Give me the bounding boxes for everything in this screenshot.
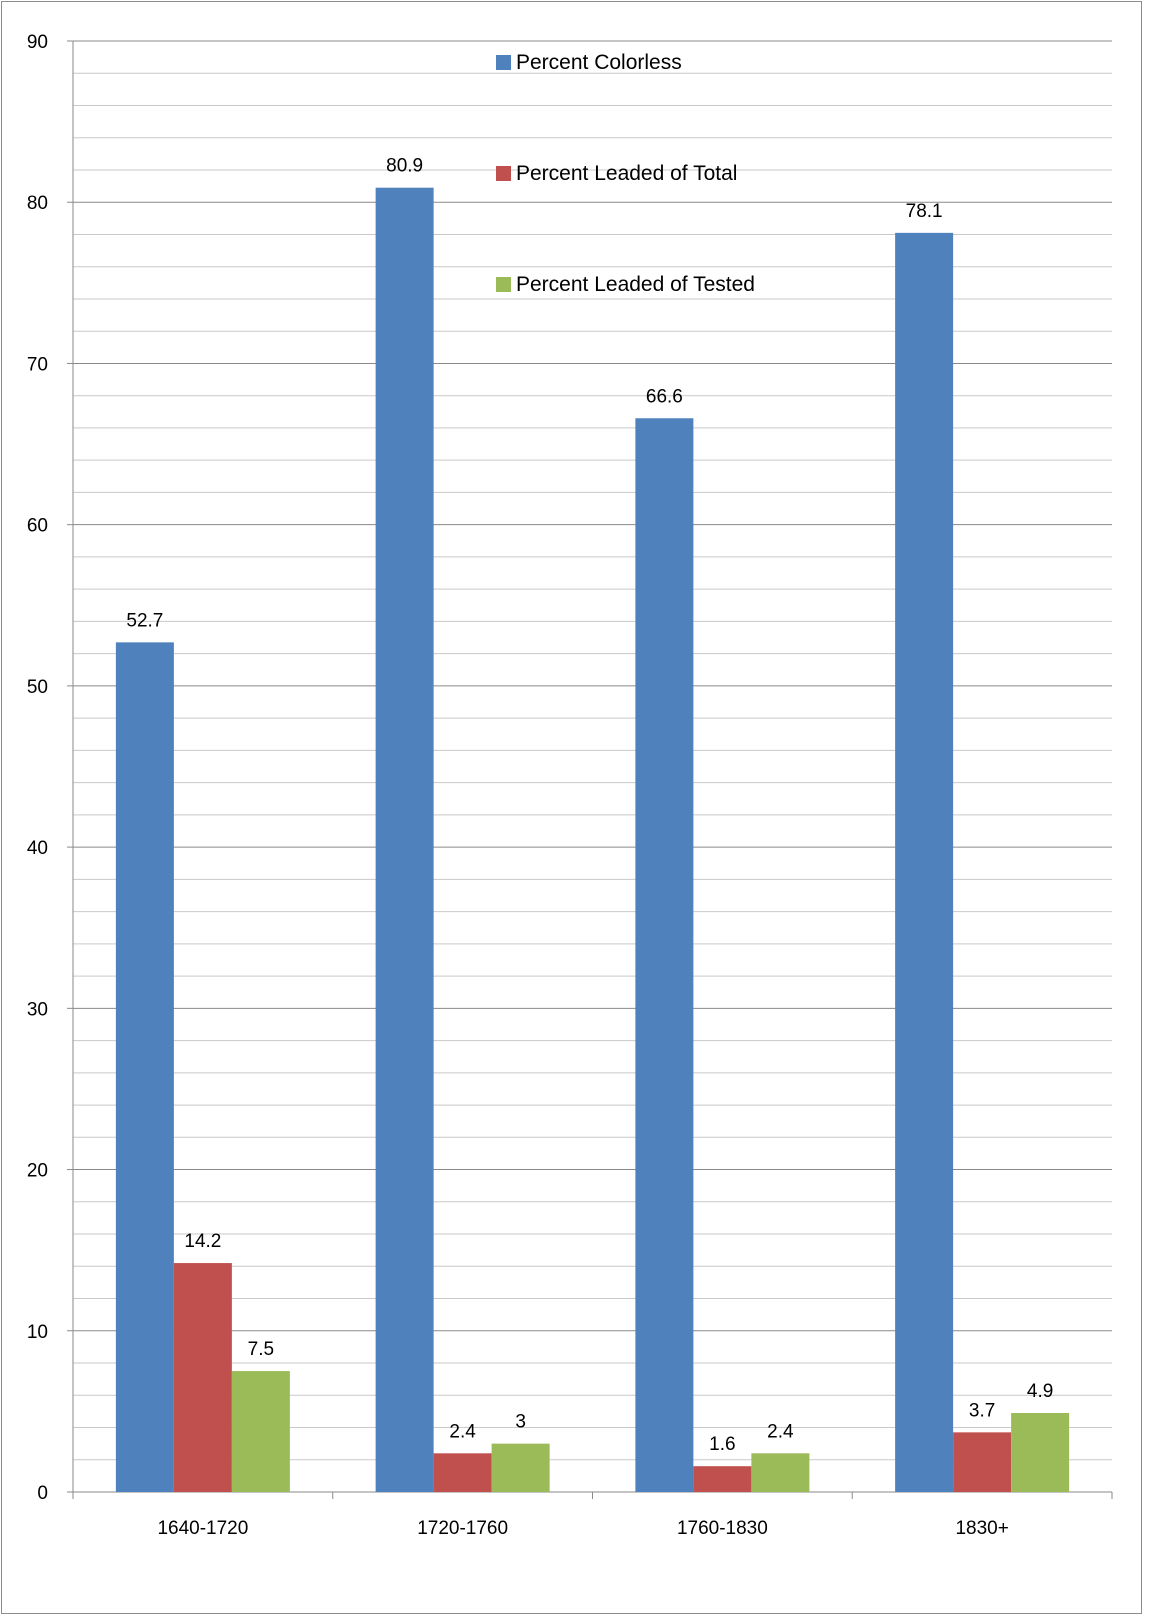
bar bbox=[433, 1453, 492, 1492]
y-tick-label: 50 bbox=[27, 677, 48, 698]
y-tick-label: 40 bbox=[27, 838, 48, 859]
legend: Percent Colorless Percent Leaded of Total… bbox=[496, 51, 755, 296]
bar bbox=[895, 232, 954, 1492]
legend-entry: Percent Colorless bbox=[516, 51, 682, 74]
bar bbox=[231, 1371, 290, 1492]
x-tick-label: 1830+ bbox=[955, 1518, 1008, 1539]
bars bbox=[115, 187, 1070, 1493]
bar bbox=[1011, 1413, 1070, 1492]
bar bbox=[491, 1443, 550, 1492]
data-label: 2.4 bbox=[767, 1421, 794, 1442]
bar bbox=[173, 1263, 232, 1492]
data-label: 1.6 bbox=[709, 1434, 735, 1455]
data-label: 78.1 bbox=[906, 201, 943, 222]
y-tick-label: 10 bbox=[27, 1322, 48, 1343]
data-label: 4.9 bbox=[1027, 1381, 1053, 1402]
y-tick-label: 90 bbox=[27, 32, 48, 53]
data-labels: 52.7 14.2 7.5 80.9 2.4 3 66.6 1.6 2.4 78.1 3.7 4.9 bbox=[126, 156, 1053, 1455]
x-tick-label: 1640-1720 bbox=[157, 1518, 248, 1539]
data-label: 66.6 bbox=[646, 386, 683, 407]
y-tick-label: 60 bbox=[27, 516, 48, 537]
y-tick-label: 20 bbox=[27, 1161, 48, 1182]
y-tick-label: 0 bbox=[37, 1483, 48, 1504]
y-tick-label: 30 bbox=[27, 999, 48, 1020]
y-tick-label: 80 bbox=[27, 193, 48, 214]
bar bbox=[635, 418, 694, 1492]
bar bbox=[953, 1432, 1012, 1492]
legend-swatch bbox=[496, 166, 511, 181]
data-label: 3.7 bbox=[969, 1400, 995, 1421]
data-label: 7.5 bbox=[248, 1339, 274, 1360]
data-label: 14.2 bbox=[184, 1231, 221, 1252]
y-tick-label: 70 bbox=[27, 354, 48, 375]
data-label: 3 bbox=[515, 1412, 526, 1433]
x-tick-label: 1760-1830 bbox=[677, 1518, 768, 1539]
axes: 0 10 20 30 40 50 60 70 80 90 1640-1720 1720-1760 176… bbox=[27, 32, 1113, 1539]
bar bbox=[115, 642, 174, 1492]
data-label: 2.4 bbox=[449, 1421, 476, 1442]
data-label: 80.9 bbox=[386, 156, 423, 177]
legend-entry: Percent Leaded of Tested bbox=[516, 273, 755, 296]
x-tick-label: 1720-1760 bbox=[417, 1518, 508, 1539]
data-label: 52.7 bbox=[126, 610, 163, 631]
legend-entry: Percent Leaded of Total bbox=[516, 162, 737, 185]
gridlines bbox=[73, 40, 1112, 1461]
bar bbox=[375, 187, 434, 1493]
legend-swatch bbox=[496, 277, 511, 292]
bar bbox=[693, 1466, 752, 1492]
legend-swatch bbox=[496, 55, 511, 70]
bar bbox=[751, 1453, 810, 1492]
